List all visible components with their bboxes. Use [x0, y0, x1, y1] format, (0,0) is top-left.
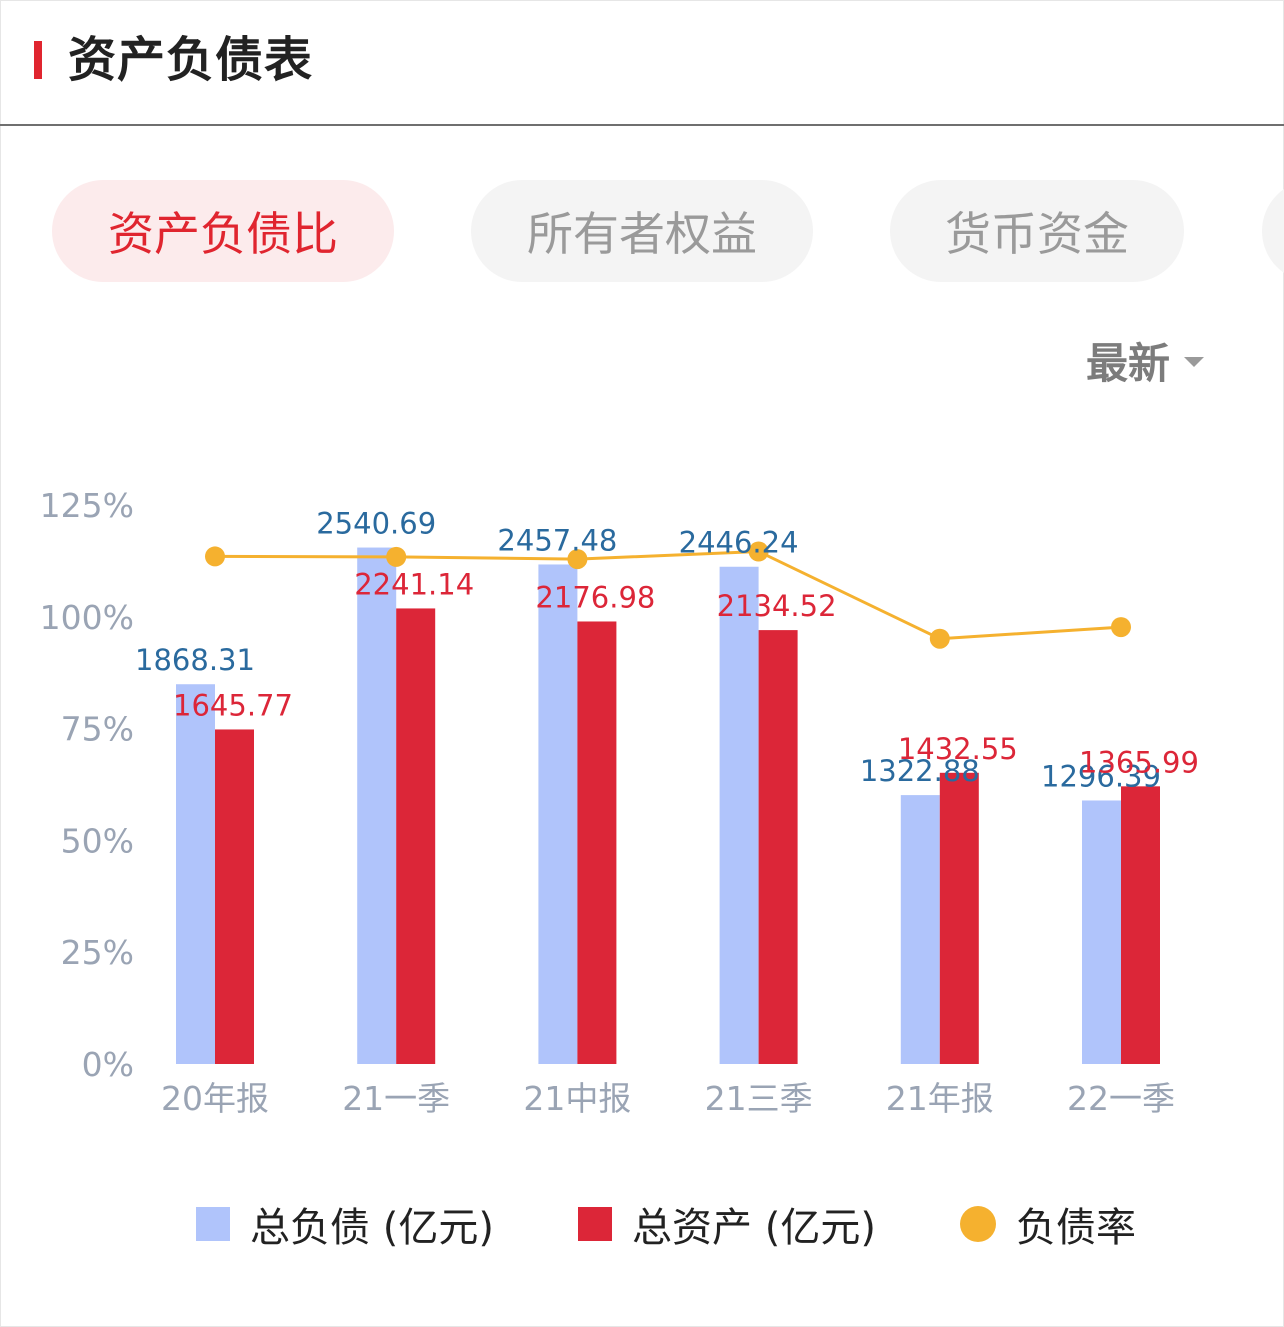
- debt-ratio-point: [386, 546, 407, 567]
- bar-liabilities: [538, 564, 578, 1064]
- tab-monetary-funds[interactable]: 货币资金: [890, 180, 1184, 282]
- period-filter-dropdown[interactable]: 最新: [1086, 330, 1205, 390]
- data-label-liabilities: 1868.31: [135, 643, 255, 677]
- bar-assets: [758, 630, 798, 1064]
- debt-ratio-point: [567, 549, 588, 570]
- y-tick-label: 100%: [40, 598, 134, 637]
- tab-asset-liability-ratio[interactable]: 资产负债比: [52, 180, 394, 282]
- caret-down-icon: [1184, 357, 1205, 367]
- bar-series: [176, 547, 1160, 1064]
- page-title: 资产负债表: [68, 32, 314, 88]
- bar-liabilities: [900, 795, 940, 1064]
- section-header: 资产负债表: [0, 0, 1284, 126]
- legend-label-debt-ratio: 负债率: [1016, 1205, 1136, 1251]
- data-label-liabilities: 2446.24: [679, 526, 799, 560]
- data-label-assets: 2134.52: [717, 589, 837, 623]
- tab-bar: 资产负债比 所有者权益 货币资金: [0, 180, 1284, 282]
- legend-dot-debt-ratio: [960, 1206, 996, 1242]
- x-tick-label: 20年报: [161, 1079, 269, 1118]
- bar-assets: [215, 729, 254, 1064]
- x-axis: 20年报 21一季 21中报 21三季 21年报 22一季: [161, 1079, 1175, 1118]
- bar-assets: [1121, 786, 1160, 1064]
- period-filter-label: 最新: [1086, 338, 1171, 388]
- section-accent-bar: [34, 41, 42, 79]
- x-tick-label: 22一季: [1067, 1079, 1175, 1118]
- bar-liabilities: [1082, 800, 1121, 1064]
- tab-more[interactable]: [1262, 180, 1284, 282]
- debt-ratio-point: [929, 628, 950, 649]
- bar-assets: [939, 772, 979, 1064]
- legend-swatch-assets: [578, 1207, 612, 1241]
- bar-assets: [577, 621, 617, 1064]
- data-label-assets: 1432.55: [898, 732, 1018, 766]
- x-tick-label: 21中报: [523, 1079, 631, 1118]
- debt-ratio-point: [1111, 617, 1131, 638]
- data-labels: 1868.31 1645.77 2540.69 2241.14 2457.48 2176.…: [135, 507, 1199, 794]
- debt-ratio-line-series: [205, 541, 1131, 649]
- chart-legend: 总负债 (亿元) 总资产 (亿元) 负债率: [0, 1194, 1284, 1254]
- debt-ratio-point: [205, 546, 225, 567]
- y-tick-label: 75%: [61, 710, 134, 749]
- legend-label-liabilities: 总负债 (亿元): [250, 1205, 494, 1251]
- bar-liabilities: [176, 684, 215, 1064]
- x-tick-label: 21年报: [886, 1079, 994, 1118]
- tab-owner-equity[interactable]: 所有者权益: [471, 180, 813, 282]
- legend-label-assets: 总资产 (亿元): [632, 1205, 876, 1251]
- legend-item-debt-ratio[interactable]: 负债率: [960, 1194, 1136, 1254]
- y-tick-label: 0%: [82, 1045, 134, 1084]
- legend-swatch-liabilities: [196, 1207, 230, 1241]
- bar-assets: [396, 608, 436, 1064]
- y-axis: 0% 25% 50% 75% 100% 125%: [40, 486, 134, 1084]
- x-tick-label: 21三季: [705, 1079, 813, 1118]
- legend-item-assets[interactable]: 总资产 (亿元): [578, 1194, 876, 1254]
- bar-liabilities: [357, 547, 397, 1064]
- y-tick-label: 125%: [40, 486, 134, 525]
- y-tick-label: 25%: [61, 933, 134, 972]
- data-label-assets: 1365.99: [1079, 745, 1199, 779]
- x-tick-label: 21一季: [342, 1079, 450, 1118]
- data-label-liabilities: 1322.88: [860, 754, 980, 788]
- balance-sheet-chart: 0% 25% 50% 75% 100% 125% 1868.31 1645.77 2540.6…: [40, 486, 1199, 1118]
- data-label-assets: 2176.98: [535, 580, 655, 614]
- data-label-assets: 1645.77: [173, 688, 293, 722]
- debt-ratio-line: [214, 549, 1122, 641]
- debt-ratio-point: [748, 541, 769, 562]
- bar-liabilities: [719, 566, 759, 1064]
- legend-item-liabilities[interactable]: 总负债 (亿元): [196, 1194, 494, 1254]
- data-label-liabilities: 1296.39: [1041, 759, 1161, 793]
- data-label-liabilities: 2540.69: [316, 507, 436, 541]
- y-tick-label: 50%: [61, 821, 134, 860]
- data-label-liabilities: 2457.48: [497, 523, 617, 557]
- data-label-assets: 2241.14: [354, 567, 474, 601]
